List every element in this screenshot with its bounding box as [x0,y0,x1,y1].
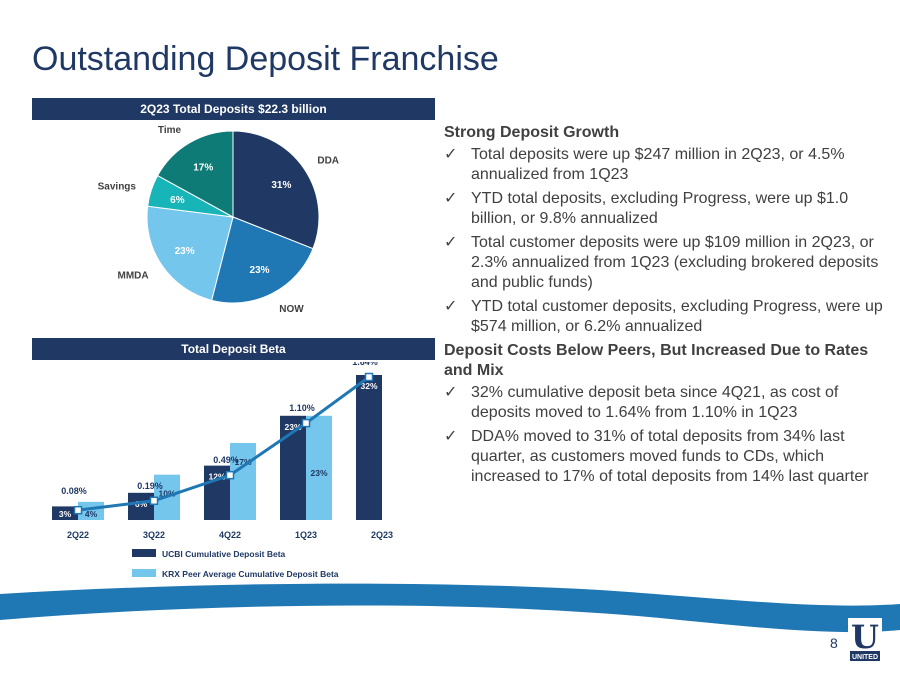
bar-value-label: 4% [85,509,98,519]
x-tick-label: 2Q22 [67,530,89,540]
pie-value-label: 23% [250,265,270,276]
legend-swatch-ucbi [132,549,156,557]
bar-value-label: 17% [234,457,251,467]
bar-value-label: 23% [284,422,301,432]
checkmark-icon: ✓ [444,190,458,207]
page-number: 8 [830,635,838,651]
checkmark-icon: ✓ [444,146,458,163]
checkmark-icon: ✓ [444,384,458,401]
heading-deposit-growth: Strong Deposit Growth [444,124,620,141]
pie-value-label: 31% [271,180,291,191]
bullet-text: Total deposits were up $247 million in 2… [471,146,845,183]
heading-deposit-costs: Deposit Costs Below Peers, But Increased… [444,342,869,379]
pie-category-label: Savings [98,181,137,192]
deposit-mix-pie-chart: 31% DDA 23% NOW 23% MMDA 6% Savings 17% Time [98,125,339,315]
bar-value-label: 23% [310,468,327,478]
pie-value-label: 6% [170,195,185,206]
bullet-text: 32% cumulative deposit beta since 4Q21, … [471,384,839,421]
bar-ucbi-3q22 [128,492,154,520]
cost-point-marker [364,372,374,382]
cost-value-label: 0.08% [61,486,87,496]
checkmark-icon: ✓ [444,298,458,315]
legend-label: KRX Peer Average Cumulative Deposit Beta [162,569,339,579]
pie-chart-header: 2Q23 Total Deposits $22.3 billion [32,98,435,120]
bar-value-label: 10% [158,489,175,499]
bullet-text: YTD total deposits, excluding Progress, … [471,190,849,227]
pie-slice-mmda [146,205,234,301]
cost-point-marker [301,418,311,428]
pie-category-label: Time [158,125,182,136]
x-tick-label: 1Q23 [295,530,317,540]
pie-slice-now [211,216,314,304]
bar-value-label: 32% [360,381,377,391]
checkmark-icon: ✓ [444,234,458,251]
bar-ucbi-2q22 [52,506,78,520]
bar-peer-1q23 [306,415,332,520]
bar-value-label: 12% [208,472,225,482]
pie-value-label: 17% [193,163,213,174]
logo-letter: U [851,618,879,656]
bullet-item: ✓ YTD total customer deposits, excluding … [444,297,884,337]
logo-text: UNITED [852,654,878,661]
deposit-growth-bullets: ✓ Total deposits were up $247 million in … [444,145,884,337]
cost-point-marker [225,470,235,480]
slide-title: Outstanding Deposit Franchise [32,40,499,78]
x-tick-label: 4Q22 [219,530,241,540]
cost-value-label: 1.10% [289,403,315,413]
united-logo: U UNITED [848,618,882,662]
x-tick-label: 2Q23 [371,530,393,540]
deposit-beta-bar-chart: 3% 4%2Q226%10%3Q2212%17%4Q2223%23%1Q2332%… [52,362,393,599]
bar-ucbi-2q23 [356,375,382,520]
bullet-item: ✓ DDA% moved to 31% of total deposits fro… [444,427,884,487]
legend-swatch-peer [132,569,156,577]
bullet-text: YTD total customer deposits, excluding P… [471,298,883,335]
bar-value-label: 3% [59,509,72,519]
pie-value-label: 23% [175,246,195,257]
bar-peer-4q22 [230,442,256,520]
bar-chart-header: Total Deposit Beta [32,338,435,360]
checkmark-icon: ✓ [444,428,458,445]
x-tick-label: 3Q22 [143,530,165,540]
cost-value-label: 1.64% [352,362,378,367]
pie-slice-time [156,130,234,218]
bullet-item: ✓ Total deposits were up $247 million in … [444,145,884,185]
commentary-panel: Strong Deposit Growth ✓ Total deposits we… [444,123,884,491]
legend-label: UCBI Cumulative Deposit Beta [162,549,286,559]
bullet-item: ✓ YTD total deposits, excluding Progress,… [444,189,884,229]
deposit-cost-bullets: ✓ 32% cumulative deposit beta since 4Q21,… [444,383,884,487]
bullet-item: ✓ 32% cumulative deposit beta since 4Q21,… [444,383,884,423]
footer-wave [0,583,900,675]
pie-category-label: NOW [279,304,304,315]
pie-slice-dda [232,130,320,250]
bullet-item: ✓ Total customer deposits were up $109 mi… [444,233,884,293]
bar-ucbi-4q22 [204,465,230,520]
cost-value-label: 0.19% [137,481,163,491]
pie-category-label: DDA [317,156,339,167]
bullet-text: DDA% moved to 31% of total deposits from… [471,428,869,485]
bullet-text: Total customer deposits were up $109 mil… [471,234,879,291]
cost-point-marker [149,496,159,506]
cost-value-label: 0.49% [213,455,239,465]
pie-category-label: MMDA [118,270,149,281]
cost-point-marker [73,505,83,515]
